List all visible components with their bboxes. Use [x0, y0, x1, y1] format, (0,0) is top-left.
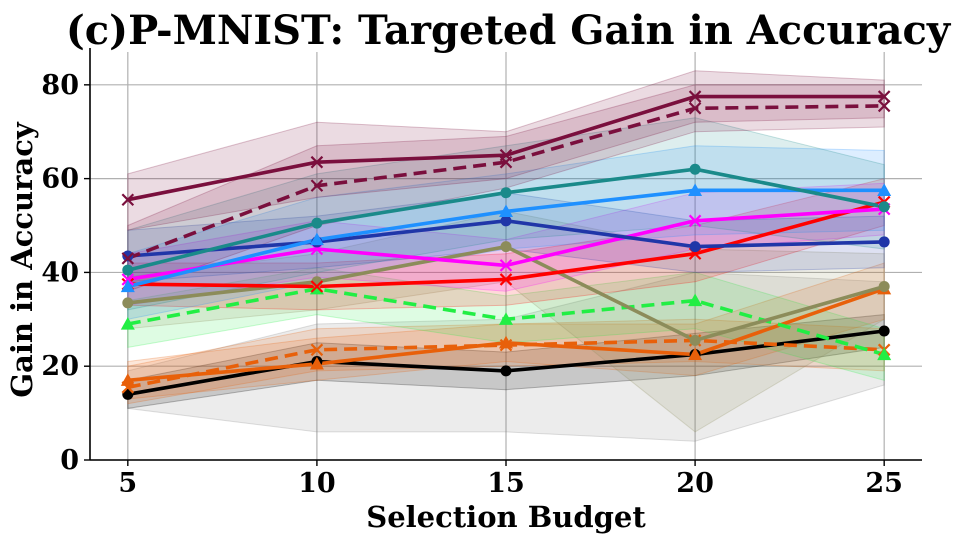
marker-orange-dashed-x: [310, 343, 324, 357]
marker-azure-triangle: [688, 183, 703, 196]
x-tick-label: 15: [487, 468, 525, 499]
marker-maroon-dashed-x: [688, 101, 702, 115]
marker-black-circle: [500, 365, 512, 377]
x-tick-label: 5: [118, 468, 137, 499]
y-tick-label: 80: [41, 70, 79, 101]
band-navy-circle: [127, 192, 885, 283]
x-tick-label: 20: [676, 468, 714, 499]
marker-maroon-dashed-x: [310, 179, 324, 192]
marker-azure-triangle: [309, 232, 324, 246]
marker-olive-circle: [122, 297, 134, 309]
marker-orange-dashed-x: [121, 381, 135, 394]
line-maroon-dashed-x: [127, 104, 885, 260]
marker-teal-circle: [689, 163, 701, 175]
y-axis-label: Gain in Accuracy: [5, 121, 39, 398]
marker-navy-circle: [878, 236, 890, 248]
marker-orange-solid-triangle: [499, 335, 513, 349]
marker-navy-circle: [500, 215, 512, 227]
marker-maroon-dashed-x: [121, 252, 135, 265]
band-gray-band: [127, 271, 885, 442]
marker-azure-triangle: [499, 204, 513, 218]
marker-maroon-x: [877, 90, 891, 103]
marker-teal-circle: [311, 217, 323, 229]
tick-labels: 5 10 15 20 25 0 20 40 60 80: [41, 70, 903, 499]
marker-red-x: [310, 280, 324, 293]
axes: [84, 48, 922, 466]
x-tick-label: 25: [865, 468, 903, 499]
marker-maroon-dashed-x: [877, 99, 891, 113]
marker-maroon-x: [310, 155, 324, 169]
marker-teal-circle: [122, 264, 134, 276]
band-maroon-x: [127, 70, 885, 231]
marker-orange-solid-triangle: [688, 347, 703, 361]
marker-olive-circle: [500, 241, 512, 253]
marker-magenta-x: [499, 259, 513, 272]
chart-title: (c)P-MNIST: Targeted Gain in Accuracy: [66, 7, 952, 54]
marker-azure-triangle: [120, 279, 135, 293]
band-olive-circle: [127, 210, 885, 433]
marker-green-dashed-triangle: [877, 347, 892, 361]
y-tick-label: 20: [41, 351, 79, 382]
y-tick-label: 60: [41, 164, 79, 195]
marker-red-x: [499, 273, 513, 286]
x-axis-label: Selection Budget: [366, 500, 646, 534]
marker-green-dashed-triangle: [120, 317, 135, 330]
marker-black-circle: [878, 325, 890, 337]
marker-green-dashed-triangle: [688, 293, 703, 307]
x-tick-label: 10: [298, 468, 336, 499]
marker-maroon-x: [688, 90, 702, 103]
marker-orange-solid-triangle: [309, 356, 324, 370]
marker-navy-circle: [689, 241, 701, 253]
marker-maroon-x: [121, 193, 135, 207]
y-tick-label: 0: [60, 445, 79, 476]
marker-olive-circle: [689, 334, 701, 346]
series-markers: [120, 90, 892, 400]
marker-azure-triangle: [877, 183, 892, 196]
marker-olive-circle: [878, 280, 890, 292]
y-tick-label: 40: [41, 257, 79, 288]
marker-maroon-x: [499, 148, 513, 162]
marker-magenta-x: [688, 214, 702, 228]
marker-green-dashed-triangle: [499, 312, 513, 325]
marker-orange-dashed-x: [499, 338, 513, 352]
marker-teal-circle: [878, 201, 890, 213]
marker-magenta-x: [121, 273, 135, 286]
marker-navy-circle: [122, 250, 134, 262]
marker-teal-circle: [500, 187, 512, 199]
